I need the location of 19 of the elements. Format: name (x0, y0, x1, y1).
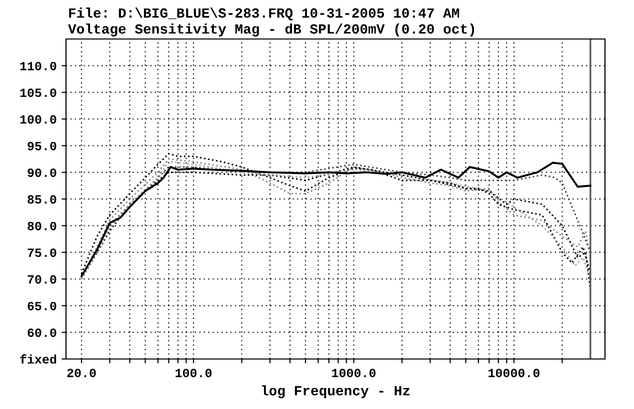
y-tick-label: 70.0 (28, 275, 56, 284)
y-tick-label: 85.0 (28, 195, 56, 204)
y-tick-label: 75.0 (28, 248, 56, 257)
chart-subtitle: Voltage Sensitivity Mag - dB SPL/200mV (0.20 oct) (68, 23, 474, 37)
y-tick-label: 90.0 (28, 168, 56, 177)
y-tick-label: 105.0 (20, 88, 56, 97)
y-tick-label: 65.0 (28, 302, 56, 310)
chart-title: File: D:\BIG_BLUE\S-283.FRQ 10-31-2005 10:47 AM (69, 8, 460, 20)
y-tick-label: 60.0 (28, 328, 56, 337)
y-tick-label: 80.0 (28, 222, 56, 230)
y-tick-label: fixed (20, 354, 56, 364)
x-tick-label: 100.0 (176, 368, 212, 378)
y-tick-label: 95.0 (28, 142, 56, 150)
y-tick-label: 100.0 (20, 115, 56, 124)
x-axis-title: log Frequency - Hz (262, 385, 410, 398)
y-tick-label: 110.0 (20, 62, 56, 70)
x-tick-label: 1000.0 (332, 368, 376, 378)
x-tick-label: 20.0 (67, 368, 96, 378)
x-tick-label: 10000.0 (488, 368, 540, 378)
